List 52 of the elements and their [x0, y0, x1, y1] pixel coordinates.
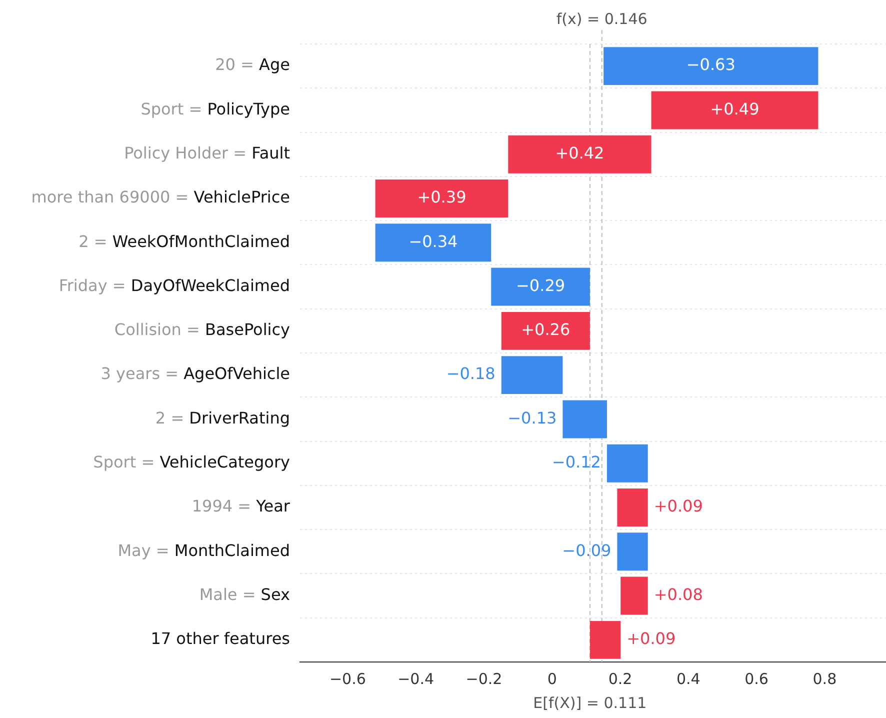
- x-tick-label: 0.4: [676, 670, 700, 688]
- y-tick-label: 1994 = Year: [192, 496, 290, 516]
- data-label: +0.08: [654, 584, 703, 604]
- data-label: −0.29: [516, 276, 566, 295]
- x-tick-label: 0: [547, 670, 557, 688]
- y-tick-label: 3 years = AgeOfVehicle: [100, 364, 290, 384]
- data-label: +0.42: [555, 144, 604, 163]
- bar: [617, 488, 648, 526]
- y-tick-label: more than 69000 = VehiclePrice: [31, 188, 290, 207]
- x-tick-label: −0.6: [329, 670, 366, 688]
- y-tick-label: Collision = BasePolicy: [114, 320, 290, 340]
- y-tick-label: Sport = VehicleCategory: [93, 452, 290, 472]
- bar: [590, 620, 621, 659]
- bar: [491, 268, 590, 306]
- data-label: +0.09: [654, 496, 703, 516]
- x-tick-label: −0.4: [398, 670, 434, 688]
- data-label: +0.39: [417, 188, 466, 207]
- bar: [501, 356, 563, 394]
- data-label: −0.18: [446, 364, 496, 384]
- bar: [606, 444, 648, 482]
- y-tick-label: Sport = PolicyType: [140, 99, 290, 118]
- y-tick-label: Policy Holder = Fault: [124, 144, 290, 163]
- y-tick-label: 17 other features: [150, 629, 290, 648]
- y-tick-label: May = MonthClaimed: [118, 540, 290, 560]
- x-tick-label: 0.8: [812, 670, 837, 688]
- x-tick-label: 0.6: [744, 670, 768, 688]
- bar: [604, 47, 818, 86]
- x-tick-label: 0.2: [608, 670, 632, 688]
- bar: [620, 576, 648, 615]
- bar: [562, 400, 607, 438]
- bar: [375, 224, 492, 262]
- y-tick-label: 2 = WeekOfMonthClaimed: [78, 232, 290, 251]
- ref-line-label: E[f(X)] = 0.111: [533, 694, 647, 712]
- data-label: −0.12: [552, 452, 601, 472]
- x-tick-label: −0.2: [466, 670, 502, 688]
- bar: [501, 312, 590, 350]
- bar: [508, 135, 652, 174]
- data-label: +0.49: [710, 99, 760, 118]
- y-tick-label: 2 = DriverRating: [155, 408, 290, 428]
- data-label: +0.26: [521, 320, 570, 340]
- data-label: −0.63: [686, 55, 736, 74]
- y-tick-label: Friday = DayOfWeekClaimed: [58, 276, 290, 295]
- bar: [617, 532, 648, 571]
- y-tick-label: 20 = Age: [215, 55, 290, 74]
- data-label: −0.34: [408, 232, 458, 251]
- bar: [651, 91, 818, 130]
- bar: [375, 180, 508, 218]
- data-label: −0.09: [562, 540, 612, 560]
- data-label: −0.13: [508, 408, 557, 428]
- ref-line-label: f(x) = 0.146: [556, 10, 648, 28]
- data-label: +0.09: [626, 629, 676, 648]
- y-tick-label: Male = Sex: [199, 584, 290, 604]
